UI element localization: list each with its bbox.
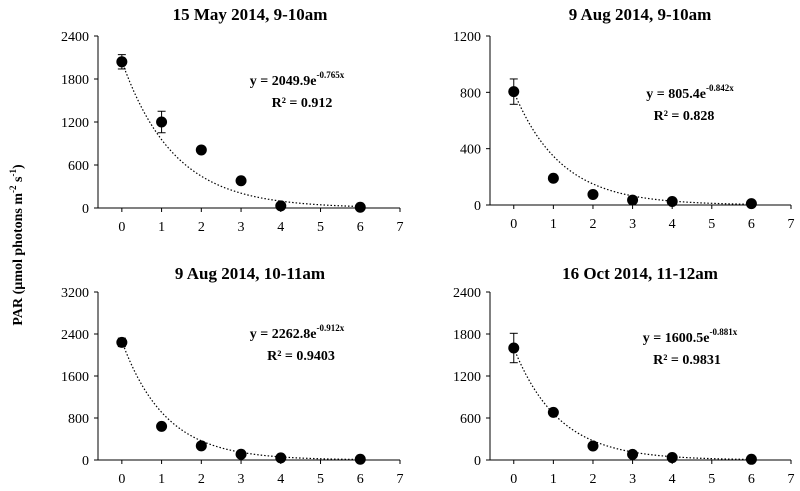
y-tick-label: 1200 [61,116,89,131]
x-tick-label: 3 [629,472,636,487]
x-tick-label: 4 [277,220,284,235]
panel-title: 15 May 2014, 9-10am [173,5,328,24]
y-axis-label: PAR (µmol photons m-2 s-1) [8,164,26,326]
y-tick-label: 0 [82,454,89,469]
x-tick-label: 4 [277,472,284,487]
y-tick-label: 400 [460,143,481,158]
fit-curve [121,60,361,208]
data-point [508,86,520,98]
x-tick-label: 1 [550,472,557,487]
data-point [627,448,639,460]
fit-equation: y = 2262.8e-0.912x [250,323,345,342]
data-point [354,201,366,213]
x-tick-label: 7 [788,472,795,487]
data-point [547,172,559,184]
x-tick-label: 7 [788,217,795,232]
data-point [745,198,757,210]
panel-3: 9 Aug 2014, 10-11am 0 800 1600 2400 3200 0 1 2 3 4… [61,264,404,487]
x-tick-label: 5 [317,220,324,235]
x-tick-label: 1 [550,217,557,232]
fit-equation: y = 2049.9e-0.765x [250,70,345,89]
x-tick-label: 2 [198,472,205,487]
data-point [745,453,757,465]
x-tick-label: 0 [510,472,517,487]
data-point [354,453,366,465]
x-tick-label: 1 [158,220,165,235]
y-tick-label: 0 [82,202,89,217]
fit-equation: y = 805.4e-0.842x [646,83,734,102]
x-tick-label: 7 [397,220,404,235]
data-point [627,194,639,206]
data-point [547,406,559,418]
x-tick-label: 0 [118,472,125,487]
data-point [156,420,168,432]
x-tick-label: 5 [708,217,715,232]
r-squared: R² = 0.912 [272,96,333,111]
x-tick-label: 5 [317,472,324,487]
x-tick-label: 3 [238,220,245,235]
y-tick-label: 3200 [61,286,89,301]
panel-title: 16 Oct 2014, 11-12am [562,264,718,283]
panel-title: 9 Aug 2014, 10-11am [175,264,325,283]
x-tick-label: 0 [118,220,125,235]
x-tick-label: 6 [357,220,364,235]
x-tick-label: 5 [708,472,715,487]
r-squared: R² = 0.9831 [653,353,721,368]
y-tick-label: 0 [474,199,481,214]
x-tick-label: 4 [669,472,676,487]
data-point [195,144,207,156]
data-point [235,175,247,187]
y-tick-label: 2400 [453,286,481,301]
panel-2: 9 Aug 2014, 9-10am 0 400 800 1200 0 1 2 3 4 5 6 7 y =… [453,5,795,232]
x-tick-label: 6 [748,217,755,232]
y-tick-label: 1200 [453,30,481,45]
y-tick-label: 2400 [61,328,89,343]
x-tick-label: 0 [510,217,517,232]
y-tick-label: 1200 [453,370,481,385]
fit-curve [513,91,752,205]
x-tick-label: 2 [198,220,205,235]
y-tick-label: 1800 [61,73,89,88]
data-point [508,342,520,354]
x-tick-label: 3 [238,472,245,487]
y-tick-label: 600 [68,159,89,174]
data-point [116,336,128,348]
r-squared: R² = 0.828 [654,109,715,124]
y-tick-label: 800 [68,412,89,427]
r-squared: R² = 0.9403 [267,349,335,364]
panel-1: 15 May 2014, 9-10am 0 600 1200 1800 2400 0 1 2 3 4… [61,5,404,235]
data-point [235,448,247,460]
x-tick-label: 3 [629,217,636,232]
x-tick-label: 7 [397,472,404,487]
data-point [156,116,168,128]
x-tick-label: 6 [748,472,755,487]
y-tick-label: 0 [474,454,481,469]
panel-4: 16 Oct 2014, 11-12am 0 600 1200 1800 2400 0 1 2 3… [453,264,795,487]
x-tick-label: 2 [589,217,596,232]
y-tick-label: 2400 [61,30,89,45]
data-point [275,200,287,212]
x-tick-label: 2 [589,472,596,487]
y-tick-label: 1800 [453,328,481,343]
data-point [587,440,599,452]
panel-title: 9 Aug 2014, 9-10am [569,5,712,24]
data-point [587,188,599,200]
x-tick-label: 1 [158,472,165,487]
data-point [195,440,207,452]
data-point [275,452,287,464]
y-tick-label: 1600 [61,370,89,385]
data-point [666,452,678,464]
x-tick-label: 6 [357,472,364,487]
fit-equation: y = 1600.5e-0.881x [643,327,738,346]
data-point [666,195,678,207]
data-point [116,56,128,68]
x-tick-label: 4 [669,217,676,232]
y-tick-label: 800 [460,86,481,101]
y-tick-label: 600 [460,412,481,427]
